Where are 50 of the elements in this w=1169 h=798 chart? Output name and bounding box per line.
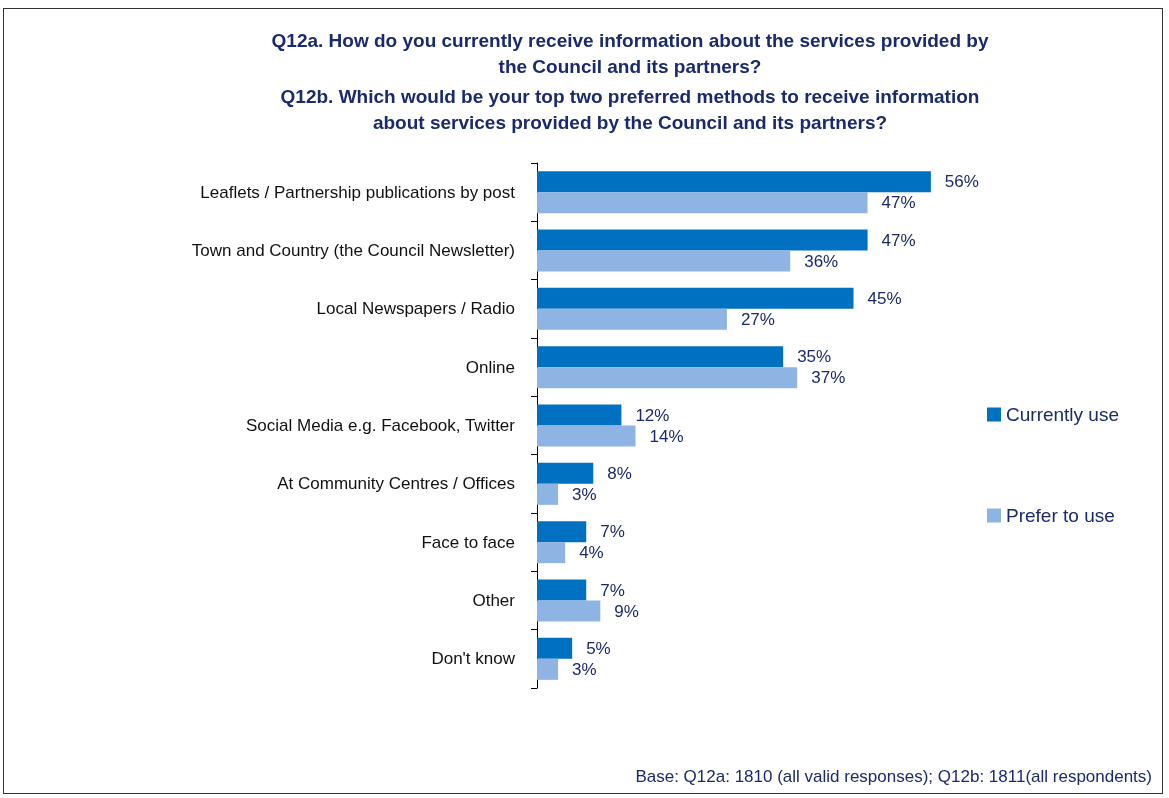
data-label: 27% (740, 309, 775, 329)
data-label: 9% (614, 601, 639, 621)
bar (537, 542, 566, 564)
data-label: 12% (635, 405, 670, 425)
bar (537, 404, 622, 426)
bar (537, 192, 868, 214)
y-tick-label: Don't know (431, 649, 516, 669)
chart-title: Q12a. How do you currently receive information about the services provided by the Council and its partners? (271, 29, 989, 77)
data-label: 7% (600, 522, 625, 542)
data-label: 4% (579, 543, 604, 563)
legend-label: Currently use (1006, 404, 1120, 425)
bar (537, 462, 594, 484)
bar (537, 250, 791, 272)
bar (537, 521, 587, 543)
data-label: 37% (811, 368, 846, 388)
bar (537, 367, 798, 389)
bar (537, 483, 559, 505)
bar (537, 425, 636, 447)
y-tick-label: Leaflets / Partnership publications by post (200, 182, 516, 202)
y-tick-label: Local Newspapers / Radio (316, 299, 515, 319)
data-label: 56% (944, 172, 979, 192)
bar (537, 658, 559, 680)
data-label: 3% (572, 484, 597, 504)
bar (537, 579, 587, 601)
data-label: 47% (881, 230, 916, 250)
legend-label: Prefer to use (1006, 505, 1115, 526)
data-label: 47% (881, 193, 916, 213)
data-label: 5% (586, 638, 611, 658)
data-label: 7% (600, 580, 625, 600)
y-tick-label: Face to face (421, 532, 515, 552)
data-label: 14% (649, 426, 684, 446)
bar (537, 637, 573, 659)
bar (537, 287, 854, 309)
y-tick-label: Other (472, 591, 516, 610)
data-label: 3% (572, 659, 597, 679)
data-label: 35% (797, 347, 832, 367)
bar (537, 600, 601, 622)
y-tick-label: Town and Country (the Council Newsletter) (191, 241, 515, 260)
bar (537, 308, 727, 330)
bar (537, 229, 868, 251)
y-tick-label: Social Media e.g. Facebook, Twitter (246, 416, 516, 435)
bar (537, 346, 784, 368)
data-label: 36% (804, 251, 839, 271)
y-tick-label: Online (465, 357, 515, 377)
data-label: 45% (867, 288, 902, 308)
data-label: 8% (607, 463, 632, 483)
chart-subtitle: Q12b. Which would be your top two preferred methods to receive information about services provided by the Council and its partners? (280, 85, 980, 133)
y-tick-label: At Community Centres / Offices (277, 474, 515, 494)
text: Base: Q12a: 1810 (all valid responses); Q12b: 1811(all respondents) (635, 767, 1153, 786)
bar (537, 171, 931, 193)
